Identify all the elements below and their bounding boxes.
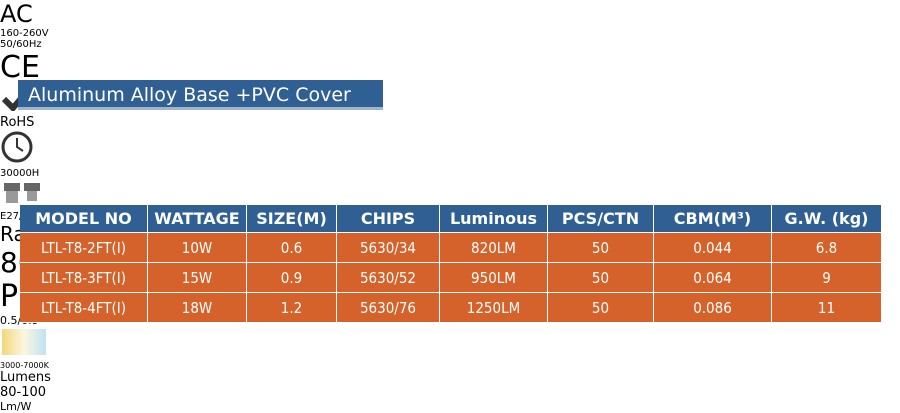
icon-text: RoHS (0, 115, 35, 130)
icon: AC 160-260V 50/60Hz (0, 0, 900, 50)
table-cell: 5630/52 (337, 263, 440, 293)
table-cell: 820LM (440, 233, 548, 263)
icon-text: Lm/W (0, 400, 32, 413)
icon: CE (0, 50, 900, 85)
table-cell: 0.6 (247, 233, 337, 263)
column-header: MODEL NO (20, 205, 148, 233)
table-cell: 11 (772, 293, 882, 323)
table-cell: 50 (548, 263, 654, 293)
table-cell: 950LM (440, 263, 548, 293)
table-cell: LTL-T8-4FT(I) (20, 293, 148, 323)
icon-text: 3000-7000K (0, 361, 49, 370)
column-header: CBM(M³) (654, 205, 772, 233)
table-cell: 0.086 (654, 293, 772, 323)
table-cell: 10W (148, 233, 247, 263)
table-cell: 5630/34 (337, 233, 440, 263)
table-cell: 5630/76 (337, 293, 440, 323)
table-cell: LTL-T8-3FT(I) (20, 263, 148, 293)
icon-text: AC (0, 0, 33, 28)
column-header: PCS/CTN (548, 205, 654, 233)
column-header: SIZE(M) (247, 205, 337, 233)
icon-text: 30000H (0, 168, 40, 179)
banner: Aluminum Alloy Base +PVC Cover (18, 80, 383, 110)
icon-text: 50/60Hz (0, 39, 42, 50)
table-cell: 18W (148, 293, 247, 323)
icon: 3000-7000K (0, 327, 900, 370)
icon: 30000H (0, 130, 900, 179)
table-cell: 1250LM (440, 293, 548, 323)
column-header: Luminous (440, 205, 548, 233)
column-header: CHIPS (337, 205, 440, 233)
icon-text: CE (0, 50, 40, 85)
icon-text: 80-100 (0, 385, 47, 400)
column-header: WATTAGE (148, 205, 247, 233)
icon-text: 160-260V (0, 28, 49, 39)
table-cell: 6.8 (772, 233, 882, 263)
column-header: G.W. (kg) (772, 205, 882, 233)
icon-text: Lumens (0, 370, 51, 385)
table-cell: 50 (548, 233, 654, 263)
table-cell: 50 (548, 293, 654, 323)
table-cell: LTL-T8-2FT(I) (20, 233, 148, 263)
table-cell: 0.064 (654, 263, 772, 293)
table-cell: 0.9 (247, 263, 337, 293)
table-cell: 1.2 (247, 293, 337, 323)
table-cell: 9 (772, 263, 882, 293)
table-cell: 15W (148, 263, 247, 293)
table-cell: 0.044 (654, 233, 772, 263)
icon: Lumens 80-100 Lm/W (0, 370, 900, 413)
